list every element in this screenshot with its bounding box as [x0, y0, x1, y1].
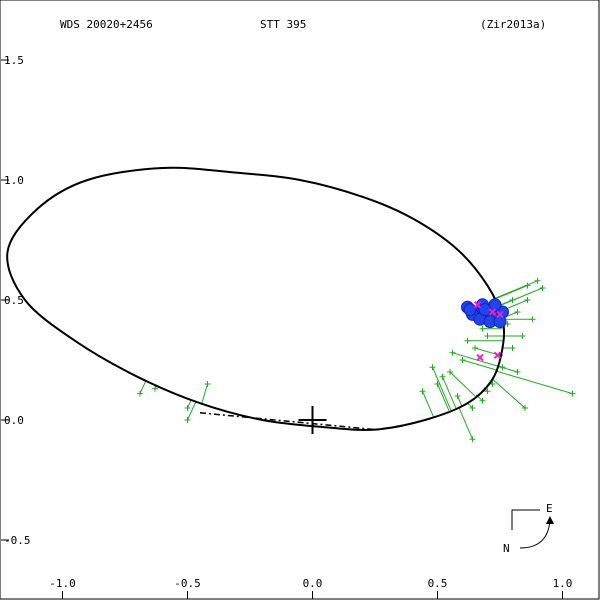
- green-point-12: [519, 333, 526, 339]
- green-point-5: [484, 333, 491, 339]
- blue-point-12: [463, 303, 477, 317]
- green-point-29: [484, 388, 491, 395]
- green-point-3: [459, 357, 466, 363]
- green-point-36: [184, 405, 191, 411]
- green-residual-19: [442, 376, 457, 409]
- magenta-point-0: [473, 301, 482, 309]
- green-point-13: [509, 345, 516, 351]
- north-east-bracket: [511, 509, 540, 530]
- green-residual-31: [492, 378, 526, 409]
- green-residual-1: [437, 383, 450, 411]
- green-point-37: [184, 417, 191, 423]
- green-point-28: [514, 369, 521, 375]
- header-right: (Zir2013a): [480, 18, 546, 31]
- green-observations: [137, 277, 576, 443]
- axis-ticks: -1.0 -0.5 0.0 0.5 1.0 1.5 1.0 0.5 0.0 -0.5: [1, 54, 572, 599]
- green-point-17: [469, 405, 476, 411]
- green-point-34: [137, 390, 143, 397]
- green-point-9: [534, 277, 541, 284]
- green-point-7: [514, 309, 521, 315]
- x-tick-label-3: 0.5: [428, 577, 448, 590]
- green-point-10: [539, 285, 546, 291]
- green-point-16: [479, 397, 486, 404]
- green-residual-20: [432, 367, 452, 411]
- green-point-25: [509, 297, 516, 303]
- orbit-ellipse: [6, 166, 506, 431]
- blue-observations: [461, 298, 509, 329]
- green-point-20: [429, 364, 436, 371]
- green-point-32: [469, 436, 476, 443]
- arrow-head-icon: [546, 516, 554, 524]
- green-residual-17: [467, 402, 473, 409]
- header-left: WDS 20020+2456: [60, 18, 153, 31]
- green-residual-35: [201, 383, 208, 404]
- green-point-19: [439, 373, 446, 380]
- green-residual-0: [422, 391, 434, 417]
- green-point-11: [529, 316, 536, 323]
- green-point-35: [204, 381, 211, 387]
- green-point-31: [522, 405, 528, 411]
- header-center: STT 395: [260, 18, 306, 31]
- y-tick-label-3: 0.0: [4, 414, 24, 427]
- green-residual-2: [449, 371, 476, 397]
- rotation-arrow-icon: [519, 519, 551, 549]
- green-point-30: [569, 390, 576, 397]
- green-point-22: [464, 337, 471, 344]
- magenta-point-4: [493, 351, 502, 359]
- green-point-15: [489, 381, 496, 387]
- east-label: E: [546, 502, 553, 515]
- x-tick-label-2: 0.0: [303, 577, 323, 590]
- magenta-point-1: [488, 308, 497, 316]
- magenta-point-3: [476, 353, 484, 362]
- blue-point-11: [493, 315, 507, 329]
- x-tick-label-4: 1.0: [553, 577, 573, 590]
- green-point-18: [454, 393, 461, 399]
- north-label: N: [503, 542, 510, 555]
- green-point-26: [524, 282, 531, 289]
- magenta-observations: [473, 301, 504, 362]
- green-point-0: [419, 388, 426, 395]
- green-residual-26: [493, 285, 528, 300]
- magenta-point-2: [496, 310, 504, 319]
- green-residual-36: [187, 399, 192, 409]
- y-tick-label-0: 1.5: [4, 54, 24, 67]
- green-residual-30: [495, 370, 573, 395]
- x-tick-label-1: -0.5: [174, 577, 201, 590]
- node-line: [199, 412, 376, 431]
- green-residual-9: [493, 280, 538, 300]
- green-point-23: [479, 325, 486, 332]
- green-point-33: [152, 385, 158, 392]
- y-tick-label-2: 0.5: [4, 294, 24, 307]
- y-tick-label-4: -0.5: [4, 534, 31, 547]
- green-residual-37: [187, 401, 197, 421]
- green-residual-32: [458, 406, 473, 440]
- y-tick-label-1: 1.0: [4, 174, 24, 187]
- primary-star-cross: [298, 406, 327, 434]
- green-residual-18: [457, 395, 463, 406]
- x-tick-label-0: -1.0: [49, 577, 76, 590]
- orientation-indicator: E N: [503, 502, 554, 555]
- green-residual-21: [452, 352, 497, 367]
- green-point-2: [447, 369, 453, 375]
- green-point-4: [472, 345, 478, 351]
- green-residual-28: [496, 365, 518, 373]
- green-residual-3: [462, 359, 496, 371]
- green-point-8: [524, 297, 531, 303]
- green-residual-34: [139, 380, 147, 394]
- green-point-21: [449, 349, 456, 356]
